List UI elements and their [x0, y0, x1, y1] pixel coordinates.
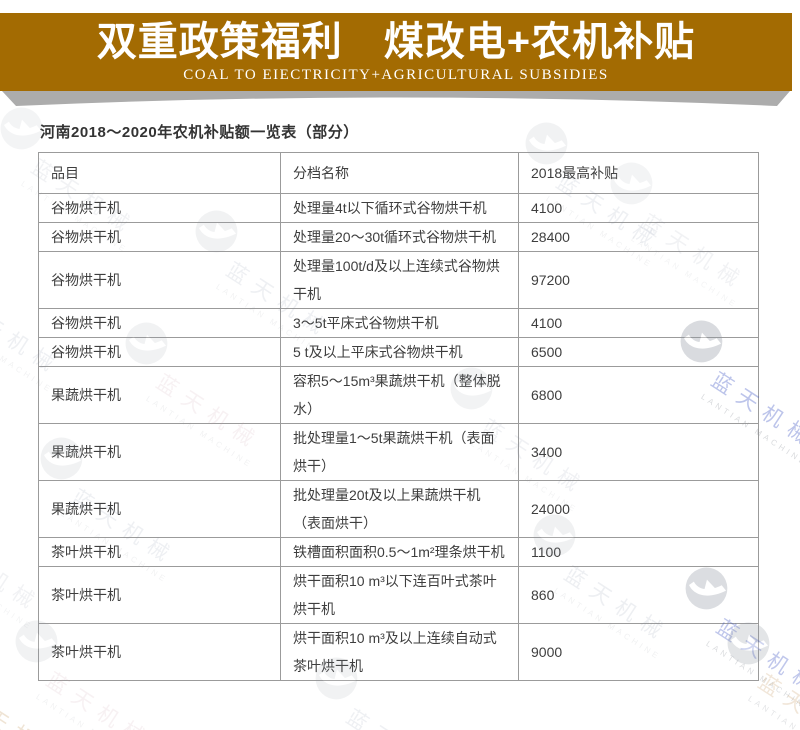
item-cell: 茶叶烘干机 — [38, 566, 281, 624]
item-cell: 谷物烘干机 — [38, 337, 281, 367]
table-title: 河南2018～2020年农机补贴额一览表（部分） — [40, 124, 359, 141]
spec-cell: 处理量100t/d及以上连续式谷物烘干机 — [280, 251, 519, 309]
subsidy-cell: 6800 — [518, 366, 759, 424]
item-cell: 茶叶烘干机 — [38, 623, 281, 681]
banner-title: 双重政策福利 煤改电+农机补贴 — [96, 19, 696, 64]
spec-cell: 烘干面积10 m³以下连百叶式茶叶烘干机 — [280, 566, 519, 624]
page-content: 河南2018～2020年农机补贴额一览表（部分） 品目 分档名称 2018最高补… — [0, 109, 800, 681]
watermark-text: 蓝天机械 — [341, 701, 463, 730]
item-cell: 果蔬烘干机 — [38, 423, 281, 481]
subsidy-table: 品目 分档名称 2018最高补贴 谷物烘干机 处理量4t以下循环式谷物烘干机 410… — [38, 152, 759, 681]
spec-cell: 3～5t平床式谷物烘干机 — [280, 308, 519, 338]
subsidy-cell: 6500 — [518, 337, 759, 367]
column-header-subsidy: 2018最高补贴 — [518, 152, 759, 194]
item-cell: 谷物烘干机 — [38, 193, 281, 223]
watermark-caption: LANTIAN MACHINE — [34, 692, 144, 730]
item-cell: 谷物烘干机 — [38, 308, 281, 338]
table-row: 谷物烘干机 处理量100t/d及以上连续式谷物烘干机 97200 — [38, 251, 759, 309]
header-banner: 双重政策福利 煤改电+农机补贴 COAL TO EIECTRICITY+AGRI… — [0, 13, 792, 91]
subsidy-cell: 4100 — [518, 193, 759, 223]
spec-cell: 批处理量1～5t果蔬烘干机（表面烘干） — [280, 423, 519, 481]
spec-cell: 处理量20～30t循环式谷物烘干机 — [280, 222, 519, 252]
item-cell: 茶叶烘干机 — [38, 537, 281, 567]
subsidy-cell: 860 — [518, 566, 759, 624]
table-row: 谷物烘干机 5 t及以上平床式谷物烘干机 6500 — [38, 337, 759, 367]
table-row: 谷物烘干机 3～5t平床式谷物烘干机 4100 — [38, 308, 759, 338]
table-row: 茶叶烘干机 烘干面积10 m³以下连百叶式茶叶烘干机 860 — [38, 566, 759, 624]
subsidy-cell: 97200 — [518, 251, 759, 309]
subsidy-cell: 9000 — [518, 623, 759, 681]
item-cell: 谷物烘干机 — [38, 222, 281, 252]
banner-shadow-decoration — [2, 91, 790, 106]
spec-cell: 批处理量20t及以上果蔬烘干机（表面烘干） — [280, 480, 519, 538]
subsidy-cell: 3400 — [518, 423, 759, 481]
watermark-text: 蓝天机械 — [0, 684, 77, 730]
column-header-item: 品目 — [38, 152, 281, 194]
spec-cell: 容积5～15m³果蔬烘干机（整体脱水） — [280, 366, 519, 424]
subsidy-cell: 4100 — [518, 308, 759, 338]
subsidy-table-body: 谷物烘干机 处理量4t以下循环式谷物烘干机 4100 谷物烘干机 处理量20～30t循环… — [38, 193, 759, 681]
spec-cell: 5 t及以上平床式谷物烘干机 — [280, 337, 519, 367]
subsidy-cell: 1100 — [518, 537, 759, 567]
table-row: 果蔬烘干机 容积5～15m³果蔬烘干机（整体脱水） 6800 — [38, 366, 759, 424]
column-header-spec: 分档名称 — [280, 152, 519, 194]
subsidy-cell: 24000 — [518, 480, 759, 538]
item-cell: 果蔬烘干机 — [38, 366, 281, 424]
table-row: 果蔬烘干机 批处理量1～5t果蔬烘干机（表面烘干） 3400 — [38, 423, 759, 481]
spec-cell: 处理量4t以下循环式谷物烘干机 — [280, 193, 519, 223]
table-row: 茶叶烘干机 烘干面积10 m³及以上连续自动式茶叶烘干机 9000 — [38, 623, 759, 681]
spec-cell: 铁槽面积面积0.5～1m²理条烘干机 — [280, 537, 519, 567]
watermark-caption: LANTIAN MACHINE — [0, 712, 59, 730]
subsidy-cell: 28400 — [518, 222, 759, 252]
table-row: 谷物烘干机 处理量20～30t循环式谷物烘干机 28400 — [38, 222, 759, 252]
table-row: 茶叶烘干机 铁槽面积面积0.5～1m²理条烘干机 1100 — [38, 537, 759, 567]
item-cell: 谷物烘干机 — [38, 251, 281, 309]
item-cell: 果蔬烘干机 — [38, 480, 281, 538]
table-row: 谷物烘干机 处理量4t以下循环式谷物烘干机 4100 — [38, 193, 759, 223]
banner-subtitle: COAL TO EIECTRICITY+AGRICULTURAL SUBSIDI… — [183, 66, 609, 83]
table-row: 果蔬烘干机 批处理量20t及以上果蔬烘干机（表面烘干） 24000 — [38, 480, 759, 538]
watermark-caption: LANTIAN MACHINE — [746, 694, 800, 730]
spec-cell: 烘干面积10 m³及以上连续自动式茶叶烘干机 — [280, 623, 519, 681]
table-header-row: 品目 分档名称 2018最高补贴 — [38, 152, 759, 194]
